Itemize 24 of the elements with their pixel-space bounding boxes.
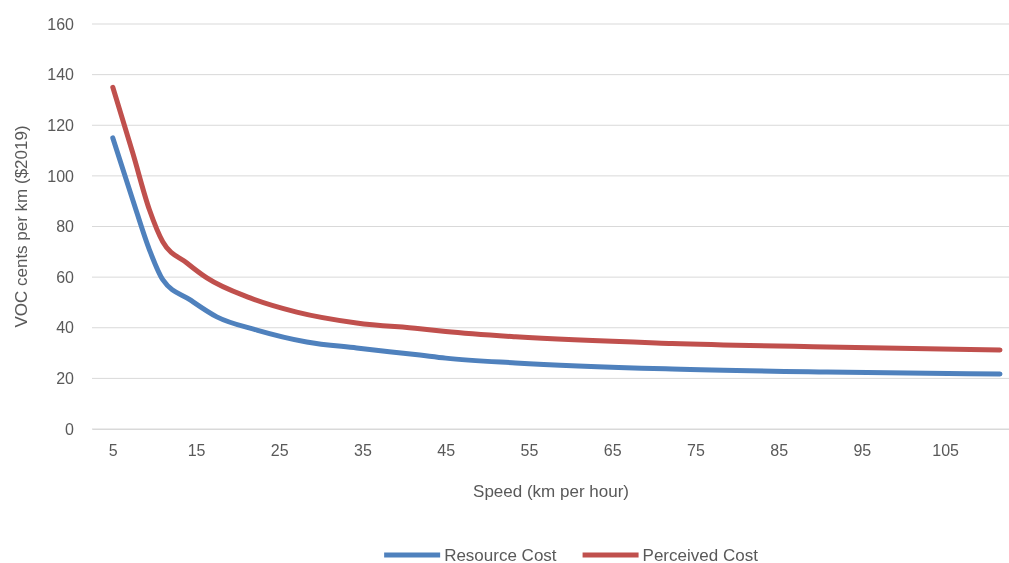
y-tick-label: 0 [65, 420, 75, 438]
x-tick-label: 75 [687, 442, 705, 460]
x-tick-label: 25 [270, 442, 289, 460]
y-tick-label: 20 [56, 369, 75, 387]
y-tick-label: 40 [56, 319, 75, 337]
x-tick-label: 45 [437, 442, 456, 460]
legend-label: Resource Cost [444, 546, 557, 563]
y-tick-label: 160 [47, 15, 75, 33]
y-tick-label: 140 [47, 66, 75, 84]
x-tick-label: 5 [108, 442, 118, 460]
x-tick-label: 15 [187, 442, 206, 460]
x-tick-label: 95 [853, 442, 872, 460]
y-tick-label: 80 [56, 218, 75, 236]
x-tick-label: 35 [354, 442, 372, 460]
y-tick-label: 100 [47, 167, 75, 185]
y-tick-label: 60 [56, 268, 75, 286]
x-axis-title: Speed (km per hour) [473, 482, 629, 501]
x-tick-label: 105 [932, 442, 960, 460]
y-axis-title: VOC cents per km ($2019) [12, 125, 31, 328]
y-tick-label: 120 [47, 116, 75, 134]
x-tick-label: 85 [770, 442, 789, 460]
x-tick-label: 65 [603, 442, 622, 460]
x-tick-label: 55 [520, 442, 539, 460]
legend-label: Perceived Cost [642, 546, 759, 563]
